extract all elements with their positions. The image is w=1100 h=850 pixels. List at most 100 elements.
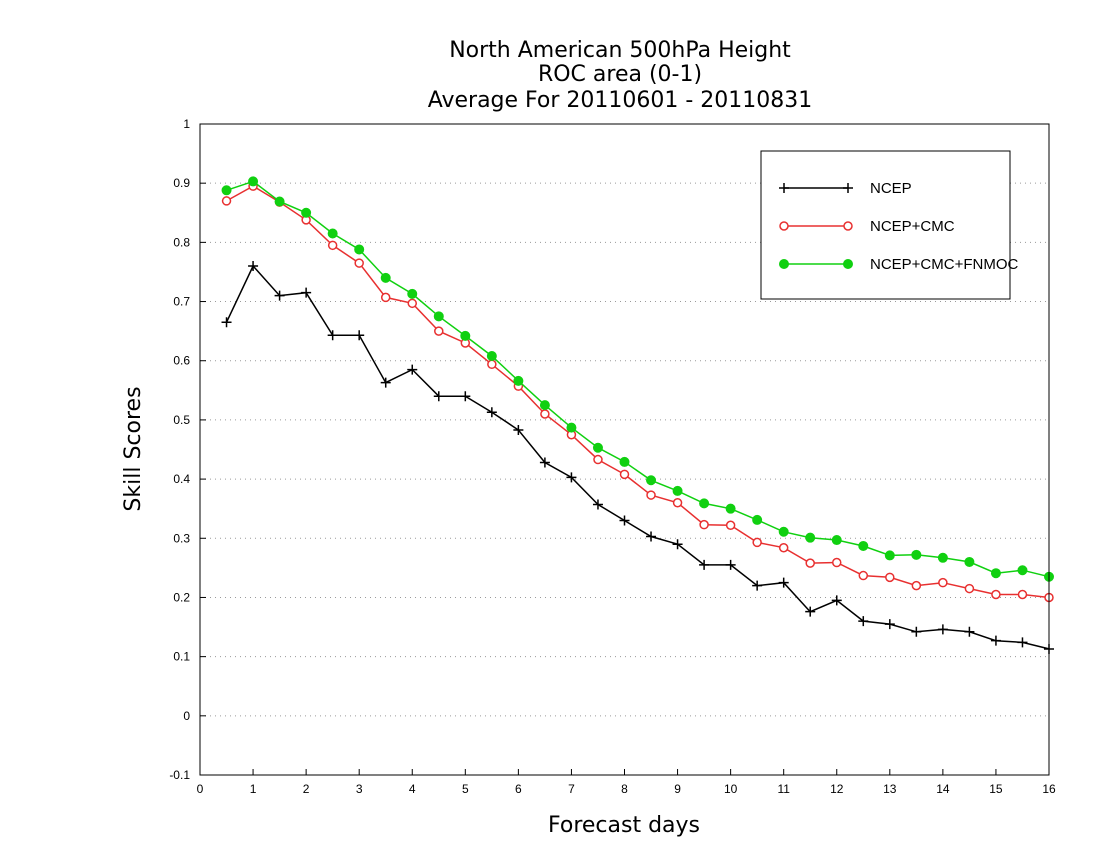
- legend-entry: NCEP+CMC: [779, 218, 955, 235]
- data-point: [1017, 637, 1028, 648]
- data-point: [831, 595, 842, 606]
- x-tick-label: 15: [989, 782, 1003, 796]
- data-point: [964, 556, 975, 567]
- data-point: [911, 580, 922, 591]
- data-point: [513, 375, 524, 386]
- data-point: [487, 359, 497, 370]
- data-point: [248, 176, 259, 187]
- data-point: [699, 498, 710, 509]
- y-tick-label: 0.9: [173, 176, 190, 190]
- data-point: [274, 290, 285, 301]
- title-line-3: Average For 20110601 - 20110831: [428, 88, 813, 113]
- data-point: [407, 298, 417, 309]
- x-tick-label: 8: [621, 782, 628, 796]
- legend-label: NCEP+CMC: [870, 218, 955, 235]
- data-point: [566, 422, 577, 433]
- legend-marker: [779, 221, 789, 231]
- legend-label: NCEP+CMC+FNMOC: [870, 256, 1019, 273]
- y-axis-label: Skill Scores: [121, 386, 146, 511]
- data-point: [327, 228, 338, 239]
- legend-entry: NCEP: [779, 180, 912, 197]
- data-point: [460, 330, 471, 341]
- data-point: [885, 572, 895, 583]
- data-point: [884, 619, 895, 630]
- data-point: [699, 519, 709, 530]
- legend-marker: [779, 183, 789, 193]
- chart-title: North American 500hPa Height ROC area (0…: [428, 38, 813, 113]
- data-point: [540, 409, 550, 419]
- data-point: [380, 272, 391, 283]
- series-1: [221, 261, 1054, 654]
- legend-marker: [843, 259, 853, 269]
- data-point: [699, 559, 710, 570]
- data-point: [539, 457, 550, 468]
- x-tick-label: 13: [883, 782, 897, 796]
- data-point: [672, 485, 683, 496]
- data-point: [752, 580, 763, 591]
- data-point: [725, 559, 736, 570]
- data-point: [937, 552, 948, 563]
- data-point: [619, 515, 630, 526]
- data-point: [646, 531, 657, 542]
- legend-marker: [843, 221, 853, 231]
- x-tick-label: 10: [724, 782, 738, 796]
- data-point: [725, 520, 736, 531]
- data-point: [778, 526, 789, 537]
- data-point: [805, 558, 815, 568]
- data-point: [858, 616, 869, 627]
- x-axis-ticks: 0 1 2 3 4 5 6 7 8 9 10 11 12 13 14 15 16: [197, 769, 1056, 796]
- x-tick-label: 12: [830, 782, 844, 796]
- data-point: [805, 606, 816, 617]
- legend-entry: NCEP+CMC+FNMOC: [779, 256, 1019, 273]
- data-point: [991, 589, 1001, 600]
- data-point: [221, 317, 232, 328]
- data-point: [911, 626, 922, 637]
- data-point: [434, 326, 444, 336]
- data-point: [486, 350, 497, 361]
- data-point: [831, 535, 842, 546]
- y-tick-label: 1: [183, 117, 190, 131]
- series-layer: [221, 176, 1054, 654]
- y-tick-label: 0.8: [173, 235, 190, 249]
- series-3: [221, 176, 1054, 582]
- data-point: [990, 568, 1001, 579]
- data-point: [593, 454, 603, 465]
- x-tick-label: 0: [197, 782, 204, 796]
- data-point: [221, 196, 232, 206]
- x-tick-label: 5: [462, 782, 469, 796]
- x-tick-label: 1: [250, 782, 257, 796]
- x-tick-label: 11: [777, 782, 790, 796]
- data-point: [964, 626, 975, 637]
- data-point: [646, 490, 656, 500]
- y-axis-ticks: -0.1 0 0.1 0.2 0.3 0.4 0.5 0.6 0.7 0.8 0.9 1: [169, 117, 206, 782]
- data-point: [354, 244, 365, 255]
- x-tick-label: 9: [674, 782, 681, 796]
- data-point: [221, 185, 232, 196]
- y-tick-label: 0.5: [173, 413, 190, 427]
- y-tick-label: 0.4: [173, 472, 190, 486]
- data-point: [380, 292, 391, 303]
- data-point: [539, 400, 550, 411]
- data-point: [938, 577, 948, 588]
- legend: NCEP NCEP+CMC NCEP+CMC+FNMOC: [760, 150, 1019, 300]
- data-point: [805, 532, 816, 543]
- data-point: [1017, 589, 1028, 600]
- data-point: [858, 570, 869, 581]
- y-tick-label: 0.2: [173, 590, 190, 604]
- data-point: [407, 364, 418, 375]
- data-point: [672, 498, 683, 508]
- x-tick-label: 14: [936, 782, 950, 796]
- data-point: [646, 475, 657, 486]
- data-point: [274, 196, 285, 207]
- x-tick-label: 4: [409, 782, 416, 796]
- legend-marker: [843, 183, 853, 193]
- x-tick-label: 3: [356, 782, 363, 796]
- data-point: [354, 258, 364, 268]
- data-point: [964, 583, 975, 594]
- data-point: [248, 261, 259, 272]
- x-tick-label: 16: [1042, 782, 1056, 796]
- data-point: [354, 330, 365, 341]
- data-point: [407, 288, 418, 299]
- data-point: [911, 549, 922, 560]
